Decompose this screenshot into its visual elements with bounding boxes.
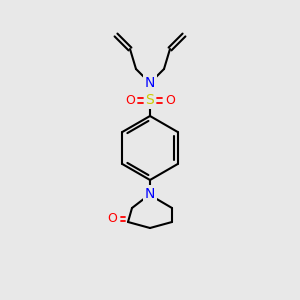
Text: O: O xyxy=(107,212,117,226)
Text: O: O xyxy=(125,94,135,106)
Text: S: S xyxy=(146,93,154,107)
Text: N: N xyxy=(145,187,155,201)
Text: O: O xyxy=(165,94,175,106)
Text: N: N xyxy=(145,76,155,90)
